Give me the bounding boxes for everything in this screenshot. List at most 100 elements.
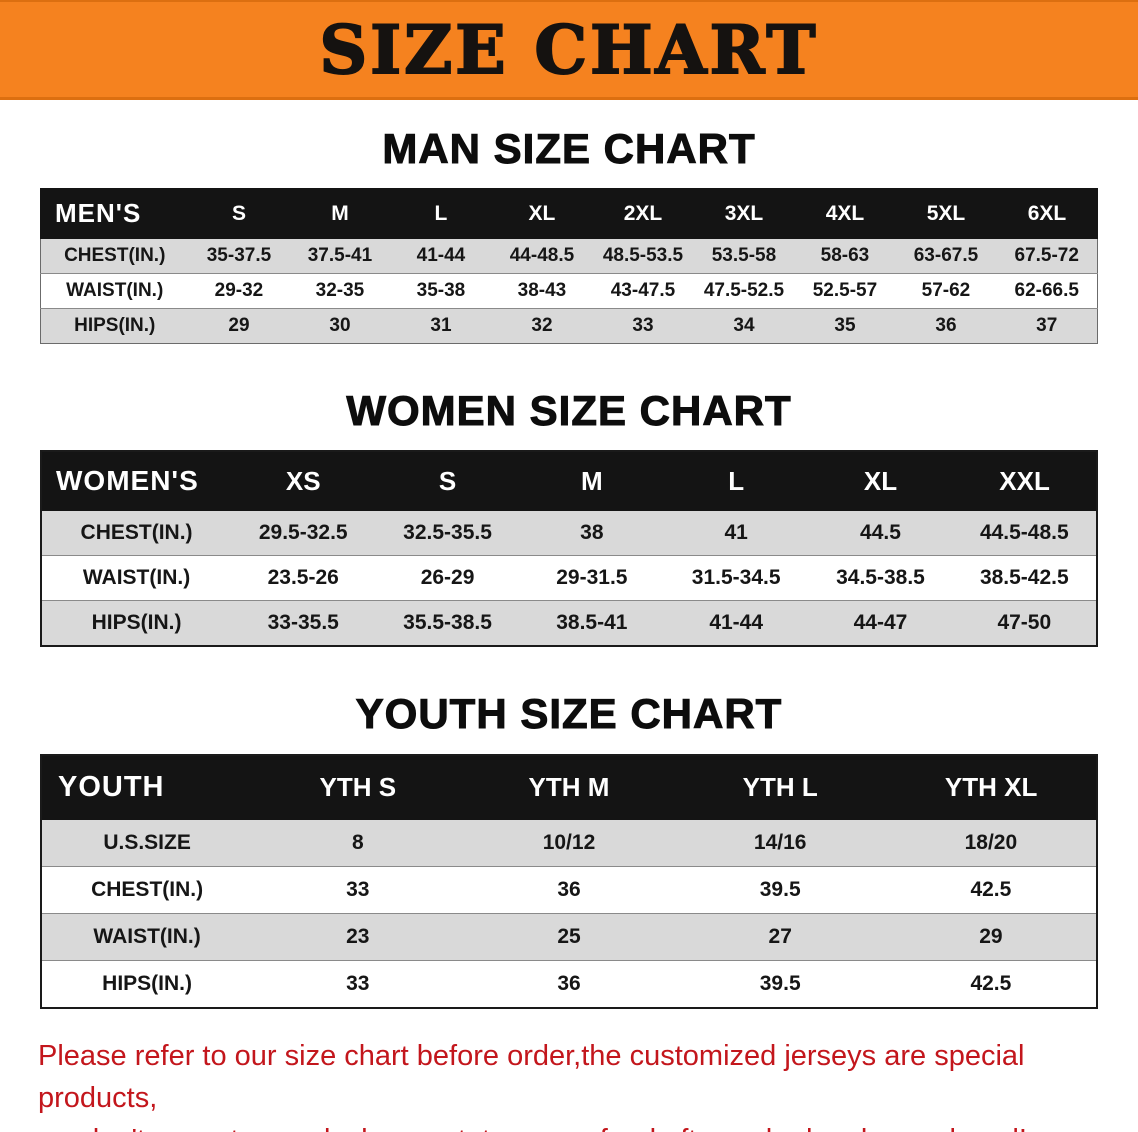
table-row: WAIST(IN.) 29-32 32-35 35-38 38-43 43-47.5 47.… (40, 273, 1098, 309)
size-value-cell: 34.5-38.5 (808, 555, 953, 601)
size-value-cell: 35-37.5 (188, 238, 290, 274)
table-row: WAIST(IN.) 23.5-26 26-29 29-31.5 31.5-34.5 34… (41, 555, 1097, 601)
size-value-cell: 57-62 (895, 273, 997, 309)
youth-section-heading: YOUTH SIZE CHART (355, 690, 783, 738)
size-value-cell: 32-35 (289, 273, 391, 309)
size-value-cell: 35-38 (390, 273, 492, 309)
size-header-cell: XL (490, 188, 593, 240)
disclaimer-line-2: we don't accept cancel, change, teturn o… (38, 1119, 1100, 1132)
size-value-cell: 32.5-35.5 (375, 510, 520, 556)
table-title-cell: WOMEN'S (40, 450, 232, 512)
size-header-cell: 6XL (995, 188, 1099, 240)
size-value-cell: 35 (794, 308, 896, 344)
table-row: HIPS(IN.) 33 36 39.5 42.5 (41, 959, 1097, 1008)
disclaimer-text: Please refer to our size chart before or… (38, 1035, 1100, 1132)
size-value-cell: 31 (390, 308, 492, 344)
table-row: CHEST(IN.) 29.5-32.5 32.5-35.5 38 41 44.5 44.5… (41, 510, 1097, 556)
size-value-cell: 39.5 (674, 959, 886, 1008)
size-value-cell: 23.5-26 (231, 555, 376, 601)
row-label-cell: WAIST(IN.) (41, 555, 232, 601)
size-value-cell: 33 (592, 308, 694, 344)
size-value-cell: 36 (463, 959, 675, 1008)
size-value-cell: 33 (252, 865, 464, 914)
table-title-cell: YOUTH (40, 754, 253, 820)
table-row: CHEST(IN.) 35-37.5 37.5-41 41-44 44-48.5 48.5… (40, 238, 1098, 274)
size-value-cell: 35.5-38.5 (375, 600, 520, 647)
row-label-cell: WAIST(IN.) (40, 273, 189, 309)
size-value-cell: 39.5 (674, 865, 886, 914)
size-header-cell: YTH XL (885, 754, 1098, 820)
size-value-cell: 47.5-52.5 (693, 273, 795, 309)
size-value-cell: 42.5 (885, 959, 1097, 1008)
size-value-cell: 38 (519, 510, 665, 556)
size-value-cell: 44-48.5 (491, 238, 593, 274)
size-value-cell: 33 (252, 959, 464, 1008)
size-header-cell: 5XL (894, 188, 997, 240)
size-value-cell: 41-44 (664, 600, 809, 647)
women-size-table: WOMEN'S XS S M L XL XXL CHEST(IN.) 29.5-32.5 32.5… (40, 450, 1098, 648)
size-value-cell: 27 (674, 912, 886, 961)
size-value-cell: 53.5-58 (693, 238, 795, 274)
size-value-cell: 30 (289, 308, 391, 344)
size-header-cell: M (288, 188, 391, 240)
size-header-cell: YTH S (251, 754, 464, 820)
size-value-cell: 33-35.5 (231, 600, 376, 647)
size-value-cell: 29-31.5 (519, 555, 665, 601)
women-section-heading: WOMEN SIZE CHART (346, 387, 792, 435)
size-header-cell: M (519, 450, 665, 512)
size-value-cell: 29 (188, 308, 290, 344)
table-row: HIPS(IN.) 29 30 31 32 33 34 35 36 37 (40, 308, 1098, 344)
size-value-cell: 29 (885, 912, 1097, 961)
size-value-cell: 37 (996, 308, 1098, 344)
size-header-cell: 4XL (793, 188, 896, 240)
size-value-cell: 14/16 (674, 818, 886, 867)
banner-title: SIZE CHART (319, 10, 819, 89)
size-value-cell: 58-63 (794, 238, 896, 274)
youth-size-section: YOUTH SIZE CHART YOUTH YTH S YTH M YTH L YTH… (0, 690, 1138, 1009)
size-value-cell: 32 (491, 308, 593, 344)
youth-size-table: YOUTH YTH S YTH M YTH L YTH XL U.S.SIZE 8 10/12… (40, 753, 1098, 1009)
size-header-cell: L (663, 450, 809, 512)
size-value-cell: 23 (252, 912, 464, 961)
size-value-cell: 44-47 (808, 600, 953, 647)
size-header-cell: S (187, 188, 290, 240)
table-row: CHEST(IN.) 33 36 39.5 42.5 (41, 865, 1097, 914)
men-size-section: MAN SIZE CHART MEN'S S M L XL 2XL 3XL 4XL 5XL 6XL… (0, 125, 1138, 345)
women-size-section: WOMEN SIZE CHART WOMEN'S XS S M L XL XXL CHEST(… (0, 387, 1138, 648)
size-value-cell: 38-43 (491, 273, 593, 309)
table-row: WAIST(IN.) 23 25 27 29 (41, 912, 1097, 961)
size-value-cell: 62-66.5 (996, 273, 1098, 309)
size-value-cell: 31.5-34.5 (664, 555, 809, 601)
size-value-cell: 52.5-57 (794, 273, 896, 309)
size-value-cell: 10/12 (463, 818, 675, 867)
row-label-cell: HIPS(IN.) (41, 600, 232, 647)
table-header-row: WOMEN'S XS S M L XL XXL (40, 450, 1098, 512)
size-value-cell: 38.5-42.5 (952, 555, 1097, 601)
size-header-cell: YTH L (674, 754, 887, 820)
row-label-cell: CHEST(IN.) (41, 865, 253, 914)
size-header-cell: XXL (952, 450, 1098, 512)
size-chart-banner: SIZE CHART (0, 0, 1138, 100)
disclaimer-line-1: Please refer to our size chart before or… (38, 1039, 1025, 1114)
size-value-cell: 36 (463, 865, 675, 914)
row-label-cell: HIPS(IN.) (41, 959, 253, 1008)
size-value-cell: 44.5-48.5 (952, 510, 1097, 556)
size-header-cell: XS (230, 450, 376, 512)
size-value-cell: 38.5-41 (519, 600, 665, 647)
size-value-cell: 34 (693, 308, 795, 344)
men-section-heading: MAN SIZE CHART (382, 125, 756, 172)
size-value-cell: 25 (463, 912, 675, 961)
size-value-cell: 26-29 (375, 555, 520, 601)
row-label-cell: WAIST(IN.) (41, 912, 253, 961)
size-value-cell: 37.5-41 (289, 238, 391, 274)
row-label-cell: CHEST(IN.) (41, 510, 232, 556)
size-header-cell: L (389, 188, 492, 240)
table-title-cell: MEN'S (40, 188, 189, 240)
table-row: HIPS(IN.) 33-35.5 35.5-38.5 38.5-41 41-44 44-… (41, 600, 1097, 647)
size-value-cell: 67.5-72 (996, 238, 1098, 274)
size-value-cell: 41 (664, 510, 809, 556)
table-row: U.S.SIZE 8 10/12 14/16 18/20 (41, 818, 1097, 867)
size-header-cell: XL (807, 450, 954, 512)
size-header-cell: S (374, 450, 521, 512)
size-value-cell: 43-47.5 (592, 273, 694, 309)
